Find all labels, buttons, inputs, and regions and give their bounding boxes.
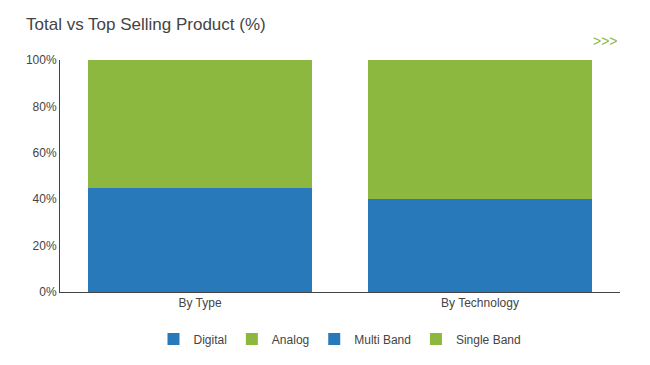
svg-text:80%: 80% [33, 100, 57, 114]
svg-text:Multi Band: Multi Band [354, 333, 411, 347]
svg-text:40%: 40% [33, 192, 57, 206]
svg-text:100%: 100% [26, 53, 57, 67]
svg-text:Total vs Top Selling Product (: Total vs Top Selling Product (%) [26, 15, 266, 34]
svg-text:By Type: By Type [178, 296, 221, 310]
svg-text:Single Band: Single Band [456, 333, 521, 347]
svg-text:By Technology: By Technology [441, 296, 519, 310]
svg-text:Digital: Digital [194, 333, 227, 347]
svg-text:>>>: >>> [593, 33, 618, 49]
svg-text:20%: 20% [33, 239, 57, 253]
svg-text:60%: 60% [33, 146, 57, 160]
svg-text:0%: 0% [39, 285, 57, 299]
svg-text:Analog: Analog [272, 333, 309, 347]
